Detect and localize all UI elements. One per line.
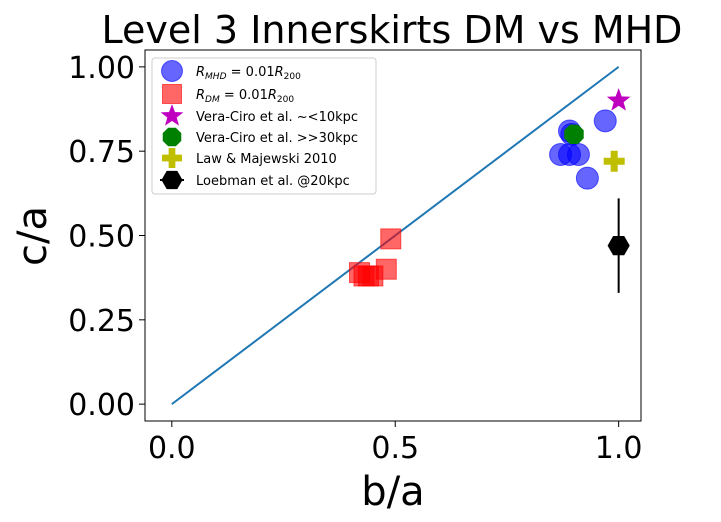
legend-item: Vera-Ciro et al. ~<10kpc — [160, 104, 358, 126]
legend-item: Loebman et al. @20kpc — [160, 170, 350, 190]
y-tick-label: 0.00 — [68, 388, 135, 423]
x-tick-label: 0.5 — [371, 431, 419, 466]
x-axis-label: b/a — [361, 469, 424, 515]
legend-marker — [161, 60, 183, 82]
series-circle — [549, 109, 617, 190]
y-axis-label: c/a — [10, 206, 56, 266]
series-plus — [603, 150, 625, 172]
legend-label: Law & Majewski 2010 — [196, 152, 337, 167]
x-tick-label: 0.0 — [148, 431, 196, 466]
y-tick-label: 0.75 — [68, 135, 135, 170]
y-tick-label: 0.50 — [68, 220, 135, 255]
legend-label: RDM = 0.01R200 — [196, 88, 294, 105]
legend-label: Vera-Ciro et al. ~<10kpc — [196, 110, 358, 125]
y-axis: 0.00 0.25 0.50 0.75 1.00 — [68, 51, 145, 423]
chart-title: Level 3 Innerskirts DM vs MHD — [102, 8, 683, 52]
legend-label: Loebman et al. @20kpc — [196, 174, 350, 189]
legend-label: RMHD = 0.01R200 — [196, 65, 301, 82]
data-point — [564, 124, 584, 145]
data-point — [575, 166, 599, 190]
legend-marker — [162, 84, 182, 104]
legend-box — [151, 57, 377, 195]
data-point — [603, 150, 625, 172]
data-point — [375, 258, 397, 280]
series-hexagon — [607, 198, 630, 293]
series-star — [606, 88, 631, 111]
legend-marker — [161, 170, 183, 190]
y-tick-label: 0.25 — [68, 304, 135, 339]
legend-item: RDM = 0.01R200 — [162, 84, 294, 105]
series-octagon — [564, 124, 584, 145]
legend-marker — [162, 148, 182, 168]
legend-marker — [162, 127, 182, 147]
y-tick-label: 1.00 — [68, 51, 135, 86]
legend-item: Law & Majewski 2010 — [162, 148, 337, 168]
data-point — [607, 236, 630, 256]
legend-label: Vera-Ciro et al. >>30kpc — [196, 131, 358, 146]
x-axis: 0.0 0.5 1.0 — [148, 421, 643, 466]
data-point — [566, 143, 590, 167]
series-square — [348, 228, 402, 287]
legend-item: RMHD = 0.01R200 — [161, 60, 301, 82]
data-point — [380, 228, 402, 250]
legend-item: Vera-Ciro et al. >>30kpc — [162, 127, 358, 147]
x-tick-label: 1.0 — [595, 431, 643, 466]
data-point — [593, 109, 617, 133]
legend-marker — [160, 104, 184, 126]
legend: RMHD = 0.01R200 RDM = 0.01R200 Vera-Ciro e… — [151, 57, 377, 195]
plot-area — [171, 66, 631, 405]
data-point — [606, 88, 631, 111]
